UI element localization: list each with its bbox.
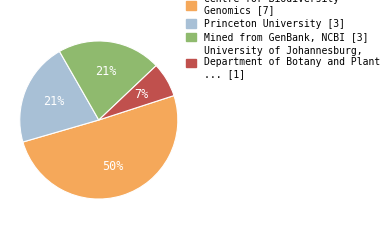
Wedge shape bbox=[60, 41, 156, 120]
Wedge shape bbox=[20, 51, 99, 142]
Text: 21%: 21% bbox=[43, 95, 64, 108]
Text: 21%: 21% bbox=[95, 65, 117, 78]
Wedge shape bbox=[23, 96, 178, 199]
Legend: Centre for Biodiversity
Genomics [7], Princeton University [3], Mined from GenBa: Centre for Biodiversity Genomics [7], Pr… bbox=[185, 0, 380, 80]
Text: 7%: 7% bbox=[134, 89, 148, 102]
Wedge shape bbox=[99, 66, 174, 120]
Text: 50%: 50% bbox=[103, 160, 124, 173]
